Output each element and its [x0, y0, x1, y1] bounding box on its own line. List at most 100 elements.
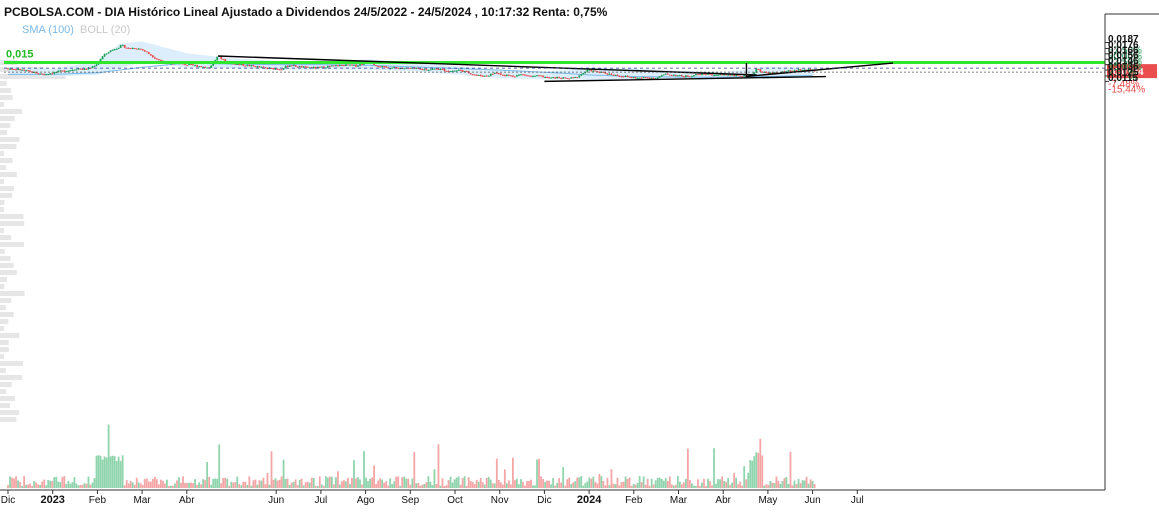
candle-body — [137, 48, 140, 50]
x-tick-label: Jul — [315, 495, 328, 506]
volume-bar — [151, 478, 154, 488]
candle-body — [47, 74, 50, 76]
volume-bar — [727, 478, 730, 488]
volume-bar — [459, 484, 462, 488]
volume-bar — [771, 482, 774, 488]
candle-body — [477, 74, 480, 76]
volume-bar — [654, 480, 657, 488]
volume-bar — [485, 477, 488, 488]
volume-bar — [433, 469, 436, 488]
candle-body — [65, 71, 68, 73]
volume-bar — [489, 479, 492, 488]
candle-body — [252, 65, 255, 67]
candle-body — [558, 77, 561, 79]
volume-bar — [63, 476, 66, 488]
volume-bar — [324, 476, 327, 488]
candle-body — [518, 74, 520, 76]
volume-bar — [672, 485, 675, 488]
trendline — [218, 55, 757, 76]
volume-bar — [695, 485, 697, 488]
volume-bar — [99, 455, 102, 488]
volume-bar — [558, 478, 561, 488]
candle-body — [21, 69, 23, 71]
candle-body — [361, 64, 363, 66]
volume-bar — [419, 485, 422, 488]
volume-bar — [632, 483, 635, 488]
volume-bar — [471, 481, 474, 488]
volume-bar — [447, 480, 450, 488]
volume-bar — [51, 481, 54, 488]
candle-body — [646, 77, 649, 79]
volume-bar — [747, 472, 750, 488]
candle-body — [127, 47, 130, 49]
volume-bar — [371, 477, 373, 488]
volume-bar — [465, 485, 468, 488]
volume-bar — [43, 479, 46, 488]
candle-body — [636, 77, 639, 79]
volume-bar — [497, 480, 500, 488]
candle-body — [532, 75, 534, 77]
volume-profile-bar — [0, 347, 9, 352]
volume-bar — [59, 482, 62, 488]
volume-bar — [45, 485, 48, 488]
candle-body — [459, 69, 462, 71]
volume-bar — [322, 485, 325, 488]
volume-bar — [592, 476, 595, 488]
volume-bar — [25, 484, 28, 488]
candle-body — [322, 66, 325, 68]
volume-profile-bar — [0, 200, 5, 205]
candle-body — [588, 69, 591, 71]
volume-bar — [176, 480, 178, 488]
volume-bar — [809, 479, 812, 488]
volume-bar — [186, 482, 188, 488]
volume-bar — [101, 459, 104, 488]
volume-bar — [395, 476, 398, 488]
volume-bar — [691, 483, 693, 488]
candle-body — [349, 64, 351, 66]
candle-body — [741, 76, 744, 78]
candle-body — [552, 77, 555, 79]
volume-bar — [807, 483, 810, 488]
volume-bar — [391, 484, 394, 488]
candle-body — [614, 74, 617, 76]
candle-body — [67, 70, 70, 72]
candle-body — [447, 71, 450, 73]
candle-body — [568, 78, 571, 80]
volume-bar — [503, 469, 506, 488]
volume-bar — [741, 485, 744, 488]
volume-bar — [153, 476, 156, 488]
candle-body — [787, 70, 790, 72]
candle-body — [11, 68, 13, 70]
volume-bar — [347, 477, 349, 488]
volume-bar — [121, 455, 124, 488]
candle-body — [328, 66, 331, 68]
volume-bar — [77, 485, 80, 488]
volume-bar — [117, 456, 120, 488]
candle-body — [298, 66, 301, 68]
volume-profile-bar — [0, 221, 25, 226]
volume-bar — [67, 480, 70, 488]
candle-body — [107, 52, 110, 54]
volume-bar — [248, 476, 251, 488]
volume-bar — [135, 477, 138, 488]
candle-body — [574, 77, 577, 79]
volume-bar — [29, 483, 32, 488]
volume-bar — [320, 484, 323, 488]
candle-body — [602, 71, 605, 73]
volume-bar — [441, 478, 444, 488]
volume-bar — [532, 485, 534, 488]
candle-body — [314, 66, 317, 69]
candle-body — [509, 75, 512, 77]
candle-body — [256, 66, 259, 68]
candle-body — [701, 72, 703, 75]
volume-bar — [302, 485, 305, 488]
candle-body — [733, 74, 736, 77]
volume-bar — [725, 481, 728, 488]
candle-body — [489, 73, 492, 76]
y-tick-percent: -15,44% — [1108, 84, 1145, 95]
candle-body — [731, 74, 734, 76]
candle-body — [188, 64, 190, 66]
candle-body — [15, 69, 17, 71]
candle-body — [739, 75, 742, 77]
candle-body — [149, 54, 152, 56]
